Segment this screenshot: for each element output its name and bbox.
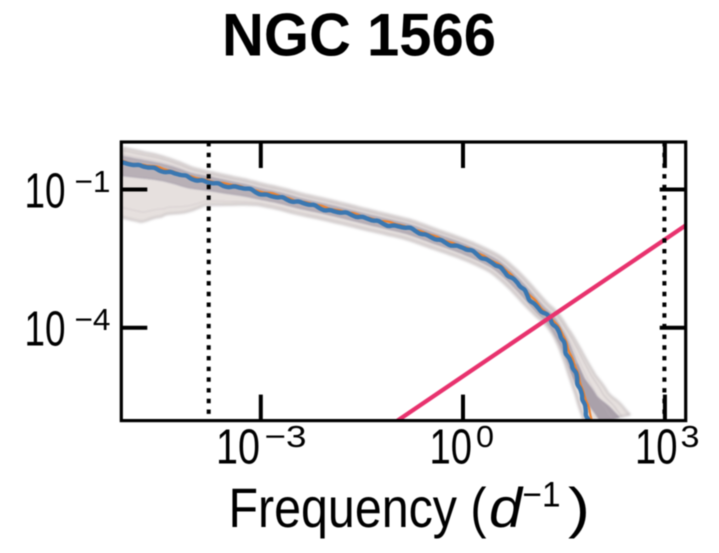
- svg-text:): ): [568, 476, 590, 539]
- svg-text:−1: −1: [523, 476, 561, 515]
- svg-text:10: 10: [430, 420, 473, 474]
- svg-text:3: 3: [681, 419, 700, 454]
- svg-text:10: 10: [216, 420, 260, 474]
- svg-text:10: 10: [25, 165, 66, 219]
- svg-text:−4: −4: [75, 302, 111, 337]
- svg-text:d: d: [489, 476, 524, 539]
- svg-text:−3: −3: [265, 419, 307, 454]
- svg-text:NGC 1566: NGC 1566: [222, 2, 496, 69]
- svg-text:−1: −1: [75, 164, 111, 199]
- svg-text:10: 10: [25, 303, 66, 357]
- svg-text:10: 10: [635, 420, 678, 474]
- svg-text:Frequency (: Frequency (: [229, 476, 487, 539]
- svg-text:0: 0: [476, 419, 494, 454]
